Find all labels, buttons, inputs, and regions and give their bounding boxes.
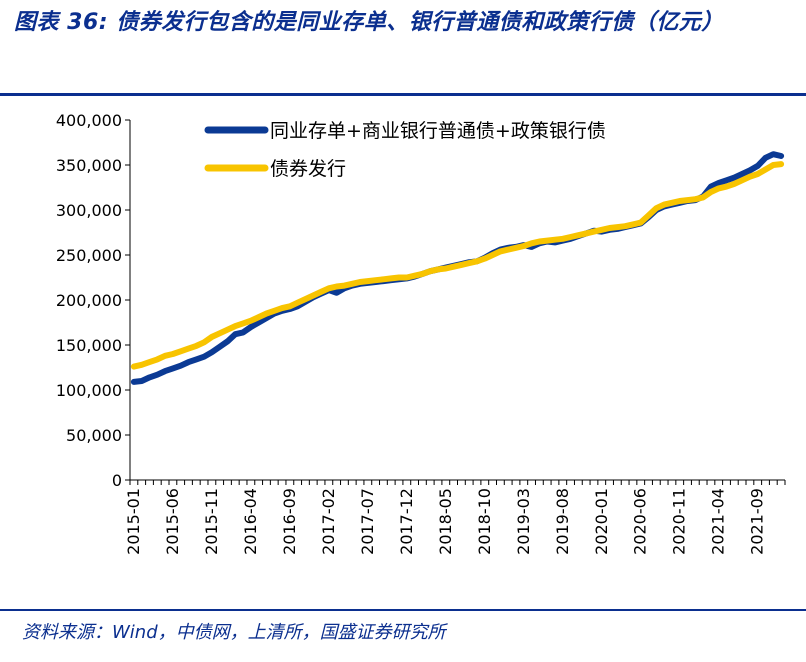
title-divider	[0, 93, 806, 96]
x-tick-label: 2021-09	[748, 488, 767, 555]
x-tick-label: 2017-12	[397, 488, 416, 555]
x-axis: 2015-01 2015-06 2015-11 2016-04 2016-09 2017-…	[124, 479, 786, 555]
y-tick-label: 400,000	[56, 111, 122, 130]
x-tick-label: 2018-05	[436, 488, 455, 555]
chart-series	[130, 151, 785, 385]
x-tick-label: 2019-08	[553, 488, 572, 555]
x-tick-label: 2015-06	[163, 488, 182, 555]
y-tick-label: 300,000	[56, 201, 122, 220]
chart-title: 图表 36: 债券发行包含的是同业存单、银行普通债和政策行债（亿元）	[14, 10, 724, 35]
legend-label-1: 同业存单+商业银行普通债+政策银行债	[270, 120, 606, 142]
y-tick-label: 0	[112, 471, 122, 490]
series-line-2	[130, 161, 785, 370]
x-tick-label: 2017-07	[358, 488, 377, 555]
x-tick-label: 2018-10	[475, 488, 494, 555]
x-tick-label: 2020-06	[631, 488, 650, 555]
y-tick-label: 200,000	[56, 291, 122, 310]
x-tick-label: 2015-11	[202, 488, 221, 555]
source-note: 资料来源：Wind，中债网，上清所，国盛证券研究所	[22, 622, 446, 643]
legend-label-2: 债券发行	[270, 158, 346, 180]
y-tick-label: 150,000	[56, 336, 122, 355]
y-tick-label: 100,000	[56, 381, 122, 400]
y-tick-label: 350,000	[56, 156, 122, 175]
x-tick-label: 2016-09	[280, 488, 299, 555]
x-tick-label: 2019-03	[514, 488, 533, 555]
x-tick-label: 2021-04	[709, 488, 728, 555]
y-tick-label: 50,000	[66, 426, 122, 445]
line-chart: 0 50,000 100,000 150,000 200,000 250,000 300,0…	[56, 111, 786, 555]
x-tick-label: 2016-04	[241, 488, 260, 555]
footer-divider	[0, 609, 806, 611]
x-tick-label: 2020-11	[670, 488, 689, 555]
y-tick-label: 250,000	[56, 246, 122, 265]
x-tick-label: 2020-01	[592, 488, 611, 555]
x-tick-label: 2015-01	[124, 488, 143, 555]
y-axis: 0 50,000 100,000 150,000 200,000 250,000 300,0…	[56, 111, 131, 490]
x-tick-label: 2017-02	[319, 488, 338, 555]
